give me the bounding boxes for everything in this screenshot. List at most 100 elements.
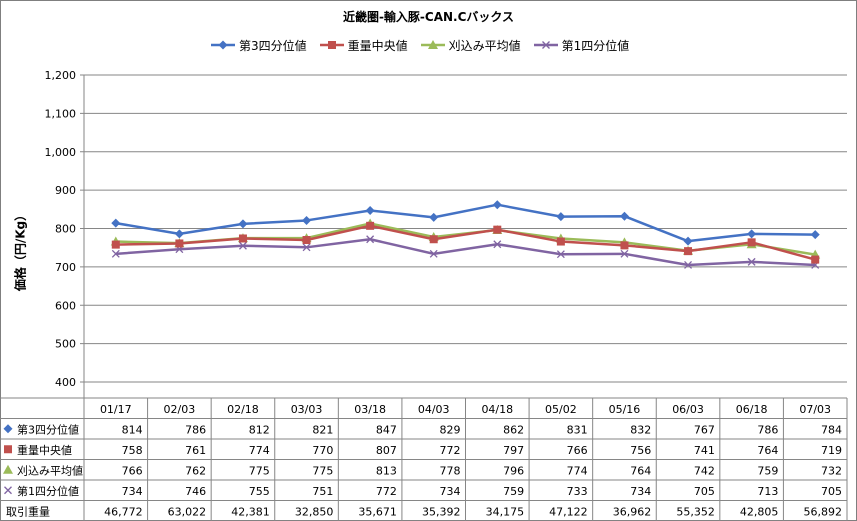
data-label: 829 [440,424,461,437]
series-line [115,237,816,267]
data-point [683,236,693,246]
data-label: 756 [630,444,651,457]
data-label: 832 [630,424,651,437]
x-tick-label: 06/03 [672,403,704,416]
chart-legend: 第3四分位値 重量中央値 刈込み平均値 第1四分位値 [210,36,641,54]
data-label: 746 [185,485,206,498]
x-tick-label: 03/18 [354,403,386,416]
data-point [174,229,184,239]
data-label: 813 [376,465,397,478]
table-series-name: 第1四分位値 [17,484,79,498]
table-legend-key [3,424,13,434]
legend-item: 第1四分位値 [533,37,630,54]
data-label: 732 [821,465,842,478]
data-point [810,230,820,240]
y-tick-label: 400 [55,376,76,389]
data-label: 741 [694,444,715,457]
data-point [493,225,502,234]
data-label: 774 [249,444,270,457]
data-point [556,250,565,259]
table-cell: 56,892 [804,506,843,519]
data-label: 784 [821,424,842,437]
table-legend-key [4,486,12,495]
data-point [620,249,629,258]
data-point [684,260,693,269]
marker-stroke [366,235,375,244]
data-label: 831 [567,424,588,437]
data-label: 847 [376,424,397,437]
legend-marker [427,40,438,49]
x-tick-label: 02/18 [227,403,259,416]
data-point [238,241,247,250]
y-tick-label: 900 [55,184,76,197]
data-point [366,221,375,230]
table-cell: 35,671 [358,506,397,519]
legend-key [420,40,445,49]
data-point [747,238,756,247]
data-point [429,235,438,244]
x-tick-label: 04/03 [418,403,450,416]
data-label: 758 [122,444,143,457]
marker-stroke [747,257,756,266]
legend-key [211,40,235,50]
data-point [684,247,693,256]
data-point [302,215,312,225]
y-tick-label: 700 [55,261,76,274]
data-label: 766 [567,444,588,457]
data-label: 742 [694,465,715,478]
data-label: 764 [757,444,778,457]
marker-stroke [111,249,120,258]
data-label: 705 [821,485,842,498]
data-point [238,234,247,243]
legend-marker [327,41,336,49]
y-tick-label: 500 [55,338,76,351]
table-cell: 47,122 [549,506,588,519]
data-label: 814 [122,424,143,437]
data-label: 751 [312,485,333,498]
table-cell: 35,392 [422,506,461,519]
y-tick-label: 800 [55,223,76,236]
data-label: 764 [630,465,651,478]
x-tick-label: 03/03 [291,403,323,416]
data-point [365,205,375,215]
x-tick-label: 05/02 [545,403,577,416]
data-label: 812 [249,424,270,437]
data-label: 772 [440,444,461,457]
data-point [556,237,565,246]
x-tick-label: 02/03 [164,403,196,416]
data-label: 762 [185,465,206,478]
data-label: 770 [312,444,333,457]
legend-item: 第3四分位値 [210,37,307,54]
legend-marker [541,41,550,49]
data-label: 786 [757,424,778,437]
table-cell: 46,772 [104,506,143,519]
data-label: 786 [185,424,206,437]
table-cell: 63,022 [168,506,207,519]
marker-stroke [493,240,502,249]
data-label: 734 [122,485,143,498]
data-label: 761 [185,444,206,457]
data-label: 734 [630,485,651,498]
series-line [115,203,816,243]
data-point [492,200,502,210]
data-point [747,257,756,266]
legend-marker [218,40,228,50]
marker-stroke [556,250,565,259]
data-point [302,243,311,252]
legend-label: 第1四分位値 [561,38,630,53]
data-label: 713 [757,485,778,498]
data-point [302,236,311,245]
marker-stroke [684,260,693,269]
y-tick-label: 1,200 [45,69,77,82]
chart-title: 近畿圏-輸入豚-CAN.Cバックス [342,10,515,24]
data-point [619,211,629,221]
x-tick-label: 07/03 [799,403,831,416]
table-cell: 42,805 [740,506,779,519]
marker-stroke [541,41,550,49]
data-point [556,212,566,222]
data-label: 774 [567,465,588,478]
table-series-name: 刈込み平均値 [17,465,83,478]
data-label: 734 [440,485,461,498]
